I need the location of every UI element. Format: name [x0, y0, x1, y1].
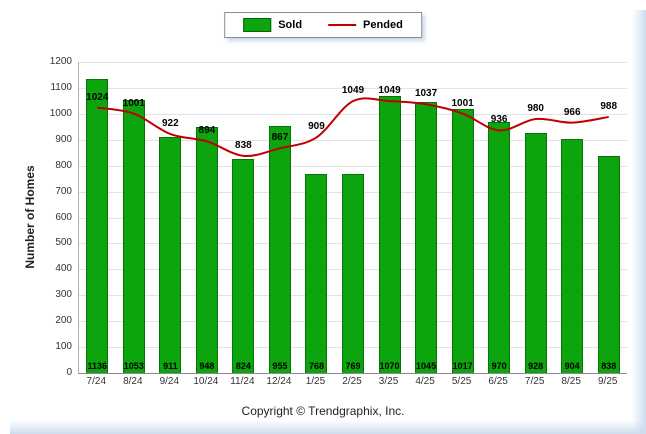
x-tick-label: 10/24 [193, 376, 219, 387]
sold-value-label: 768 [308, 361, 324, 371]
y-tick-label: 0 [66, 367, 72, 378]
pended-value-label: 966 [563, 106, 581, 118]
pended-value-label: 1049 [378, 85, 401, 97]
y-tick-label: 300 [55, 289, 72, 301]
bar-sold [524, 132, 547, 373]
pended-value-label: 894 [198, 125, 216, 137]
sold-value-label: 911 [163, 361, 178, 371]
y-tick-label: 600 [55, 211, 72, 223]
sold-value-label: 948 [199, 361, 215, 371]
x-axis: 7/24 8/24 9/24 10/24 11/24 12/24 1/25 2/25 3/25 4… [78, 376, 626, 392]
bar-sold [451, 109, 474, 373]
x-tick-label: 9/25 [597, 376, 618, 387]
x-tick-label: 7/24 [86, 376, 107, 387]
y-tick-label: 100 [55, 341, 72, 353]
sold-swatch-icon [243, 18, 272, 32]
legend-pended-label: Pended [363, 19, 403, 31]
pended-value-label: 1049 [341, 85, 365, 97]
x-tick-label: 8/25 [561, 376, 581, 387]
pended-line-swatch-icon [328, 24, 357, 26]
x-tick-label: 12/24 [266, 376, 292, 387]
bar-sold [305, 173, 328, 373]
y-tick-label: 700 [55, 185, 72, 197]
x-tick-label: 7/25 [524, 376, 545, 387]
y-tick-label: 1000 [49, 107, 72, 119]
sold-value-label: 769 [345, 361, 361, 371]
pended-value-label: 1024 [86, 91, 109, 103]
gridline [79, 62, 627, 63]
y-tick-label: 900 [55, 133, 72, 145]
bar-sold [195, 127, 218, 373]
pended-value-label: 838 [235, 139, 252, 151]
pended-line [97, 97, 609, 157]
y-axis: 0 100 200 300 400 500 600 700 800 900 1000 1100 1200 [26, 56, 72, 378]
pended-value-label: 867 [271, 132, 289, 144]
legend-sold-label: Sold [278, 19, 303, 31]
y-tick-label: 400 [55, 263, 72, 275]
gridline [79, 87, 627, 89]
bar-sold [415, 102, 438, 373]
gridline [79, 165, 627, 167]
bar-sold [378, 95, 401, 373]
bar-sold [268, 125, 291, 373]
y-tick-label: 1100 [50, 81, 72, 93]
x-tick-label: 5/25 [451, 376, 472, 387]
x-tick-label: 6/25 [488, 376, 508, 387]
sold-value-label: 1136 [87, 361, 108, 371]
sold-value-label: 1070 [379, 361, 400, 371]
legend-item-sold: Sold [243, 18, 302, 32]
sold-value-label: 970 [491, 361, 507, 371]
pended-value-label: 1001 [122, 97, 145, 109]
gridline [79, 113, 627, 115]
x-tick-label: 1/25 [305, 376, 326, 387]
y-tick-label: 500 [55, 237, 72, 249]
sold-value-label: 824 [235, 361, 251, 371]
x-tick-label: 11/24 [230, 376, 255, 387]
x-tick-label: 2/25 [342, 376, 362, 387]
bar-sold [122, 100, 145, 373]
copyright-text: Copyright © Trendgraphix, Inc. [241, 404, 405, 418]
bar-sold [597, 155, 620, 373]
sold-value-label: 1017 [452, 361, 473, 371]
bar-sold [561, 138, 584, 373]
x-tick-label: 3/25 [378, 376, 399, 387]
edge-fade-bottom [10, 420, 646, 434]
sold-value-label: 955 [272, 361, 288, 371]
bar-sold [232, 159, 255, 373]
y-tick-label: 1200 [49, 56, 72, 67]
y-tick-label: 200 [55, 315, 72, 327]
pended-value-label: 1001 [451, 97, 474, 109]
pended-value-label: 988 [600, 100, 618, 112]
sold-value-label: 928 [528, 361, 544, 371]
sold-value-label: 904 [564, 361, 580, 371]
plot-area: 1136 1024 1053 1001 911 922 948 894 824 838 955 867… [78, 62, 627, 374]
pended-value-label: 936 [490, 114, 508, 126]
pended-value-label: 922 [161, 118, 179, 130]
edge-fade-right [632, 10, 646, 434]
y-tick-label: 800 [55, 159, 72, 171]
sold-value-label: 1053 [123, 361, 144, 371]
x-tick-label: 8/24 [123, 376, 143, 387]
legend: Sold Pended [224, 12, 422, 38]
gridline [79, 139, 627, 141]
x-tick-label: 4/25 [415, 376, 435, 387]
pended-value-label: 1037 [414, 88, 438, 100]
pended-value-label: 980 [527, 103, 544, 115]
sold-value-label: 838 [601, 361, 617, 371]
sold-value-label: 1045 [416, 361, 437, 371]
pended-value-label: 909 [308, 121, 325, 133]
bar-sold [488, 121, 511, 373]
bar-sold [342, 173, 364, 373]
bar-sold [159, 136, 182, 373]
x-tick-label: 9/24 [159, 376, 180, 387]
legend-item-pended: Pended [328, 19, 403, 31]
bar-sold [86, 78, 109, 373]
